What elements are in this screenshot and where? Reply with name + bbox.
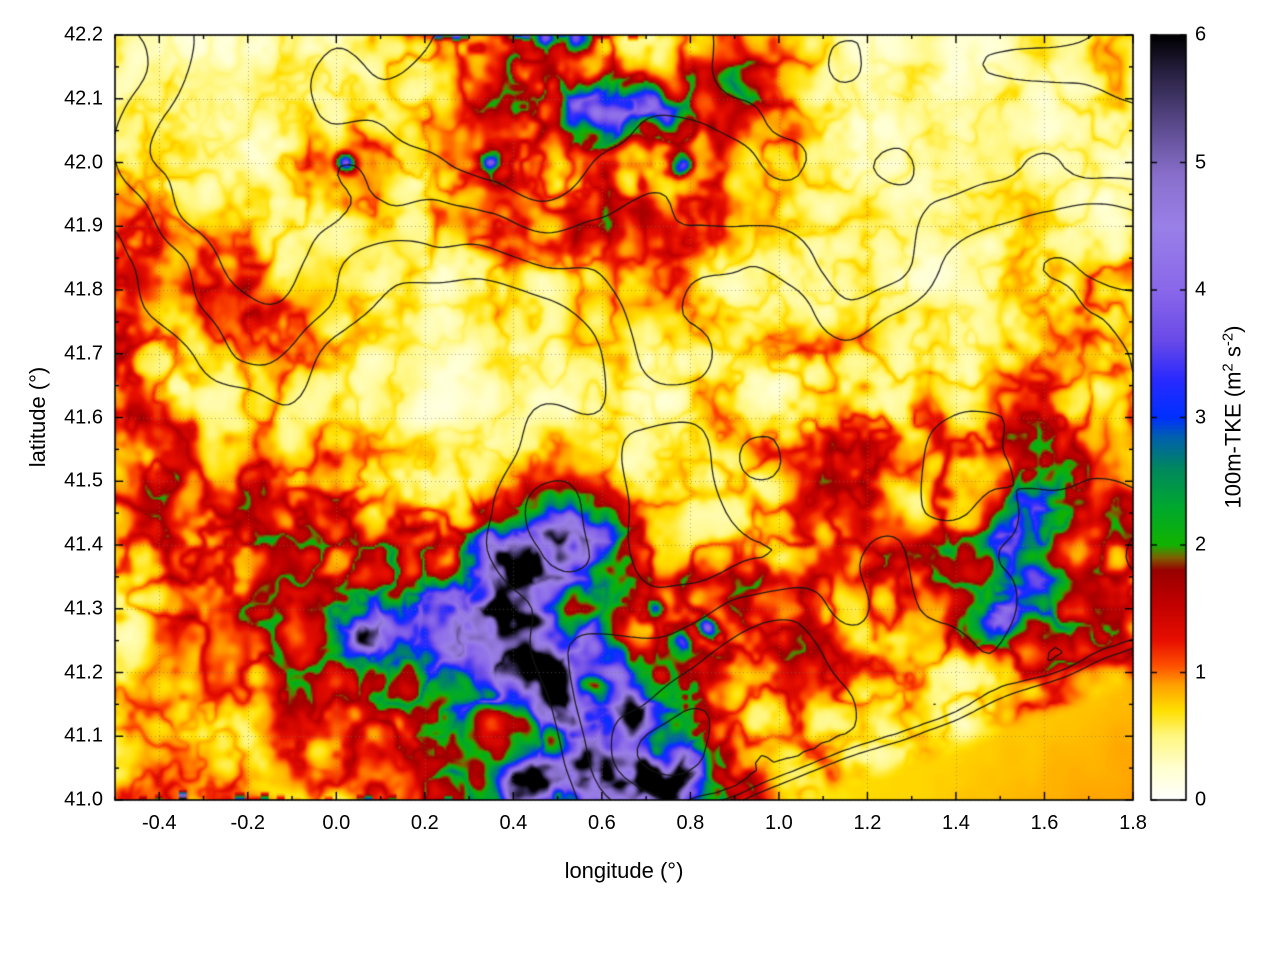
colorbar-title-sup2: -2: [1219, 332, 1237, 347]
colorbar-title-text: 100m-TKE (m: [1220, 371, 1246, 509]
colorbar-tick-label: 0: [1195, 788, 1207, 811]
colorbar-title-close: ): [1220, 325, 1246, 333]
x-tick-label: 1.6: [1030, 812, 1059, 834]
y-tick-label: 41.7: [64, 342, 103, 365]
x-tick-label: 1.0: [765, 812, 793, 834]
x-tick-label: 0.0: [322, 812, 351, 834]
colorbar-title-sup1: 2: [1219, 363, 1237, 372]
y-tick-label: 41.5: [64, 469, 103, 492]
x-tick-label: 0.8: [676, 812, 705, 834]
colorbar-tick-label: 1: [1195, 661, 1207, 683]
x-tick-label: -0.4: [142, 812, 177, 834]
y-tick-label: 41.6: [64, 406, 103, 428]
colorbar-tick-label: 5: [1195, 151, 1207, 173]
x-tick-label: 1.4: [942, 812, 970, 834]
y-tick-label: 41.1: [64, 724, 103, 747]
colorbar-tick-label: 6: [1195, 23, 1207, 46]
colorbar-tick-label: 4: [1195, 278, 1207, 301]
colorbar-title: 100m-TKE (m2 s-2): [1219, 326, 1246, 509]
y-tick-label: 41.9: [64, 214, 103, 237]
y-tick-label: 41.0: [64, 788, 103, 811]
x-tick-label: 1.8: [1119, 812, 1147, 834]
y-tick-label: 42.2: [64, 23, 103, 46]
colorbar-title-mid: s: [1220, 346, 1246, 364]
x-axis-title: longitude (°): [564, 858, 684, 883]
x-tick-label: 0.4: [499, 812, 528, 834]
x-tick-label: 0.2: [410, 812, 439, 834]
y-tick-label: 42.1: [64, 87, 103, 110]
y-tick-label: 41.8: [64, 278, 103, 301]
x-tick-label: 1.2: [853, 812, 882, 834]
y-tick-label: 41.4: [64, 533, 103, 556]
y-axis-title: latitude (°): [25, 366, 50, 468]
y-tick-label: 41.3: [64, 597, 103, 620]
x-tick-label: -0.2: [230, 812, 266, 834]
y-tick-label: 41.2: [64, 661, 103, 683]
colorbar-tick-label: 3: [1195, 406, 1207, 428]
x-tick-label: 0.6: [587, 812, 616, 834]
y-tick-label: 42.0: [64, 151, 103, 173]
colorbar-tick-label: 2: [1195, 533, 1207, 556]
